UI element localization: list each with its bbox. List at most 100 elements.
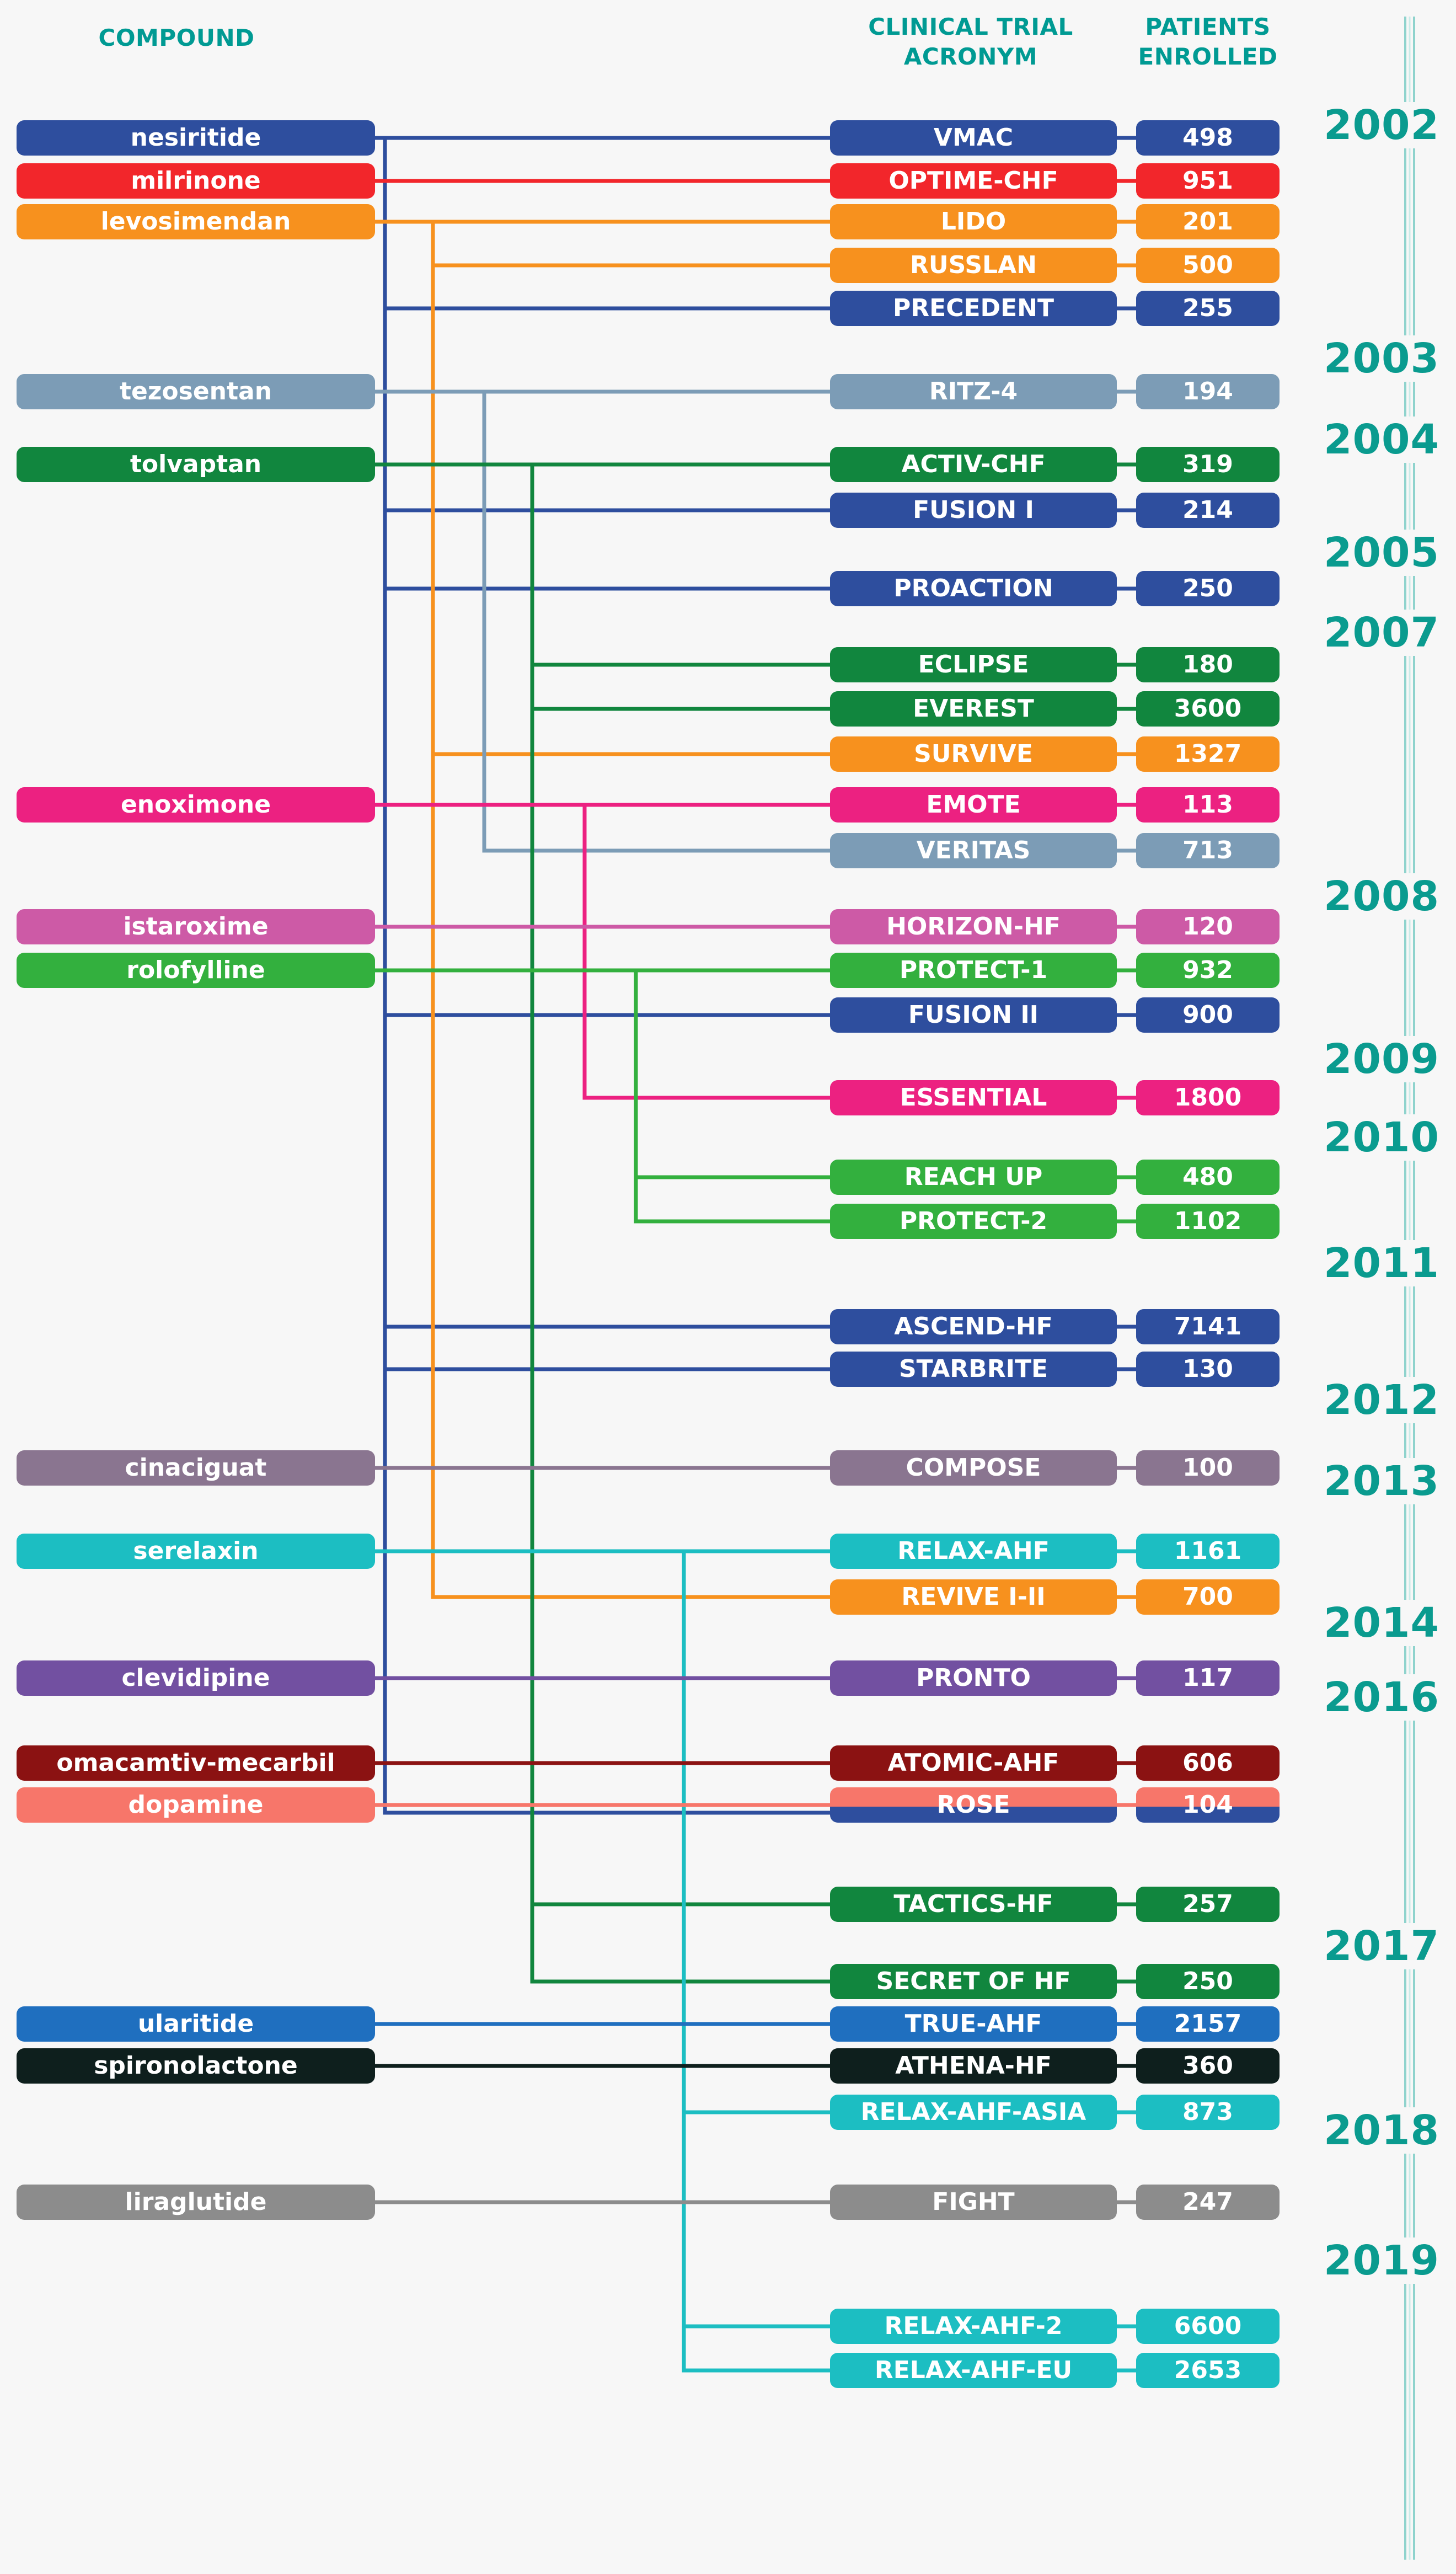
compound-label: dopamine [128, 1791, 264, 1819]
trial-acronym: ROSE [936, 1791, 1010, 1819]
patients-enrolled: 700 [1136, 1579, 1280, 1615]
patients-count: 130 [1182, 1355, 1233, 1383]
patients-count: 2157 [1174, 2010, 1242, 2038]
compound-enoximone: enoximone [17, 787, 375, 823]
patients-enrolled: 100 [1136, 1450, 1280, 1486]
compound-omacamtiv: omacamtiv-mecarbil [17, 1745, 375, 1781]
compound-label: spironolactone [94, 2052, 298, 2080]
compound-tolvaptan: tolvaptan [17, 447, 375, 482]
patients-count: 932 [1182, 956, 1233, 984]
trial-acronym: COMPOSE [906, 1454, 1041, 1482]
patients-enrolled: 250 [1136, 1964, 1280, 1999]
patients-count: 250 [1182, 574, 1233, 602]
trial-acronym: RUSSLAN [910, 251, 1037, 279]
patients-enrolled: 900 [1136, 997, 1280, 1033]
header-trial-acronym: CLINICAL TRIAL ACRONYM [827, 12, 1114, 72]
trial-protect-1: PROTECT-1 [830, 953, 1117, 988]
trial-acronym: VMAC [933, 124, 1014, 152]
trial-acronym: SURVIVE [914, 740, 1033, 768]
compound-levosimendan: levosimendan [17, 204, 375, 239]
patients-enrolled: 606 [1136, 1745, 1280, 1781]
compound-label: levosimendan [100, 207, 291, 236]
trial-acronym: HORIZON-HF [886, 912, 1061, 941]
patients-count: 201 [1182, 207, 1233, 236]
patients-enrolled: 1102 [1136, 1204, 1280, 1239]
trial-everest: EVEREST [830, 691, 1117, 727]
trial-emote: EMOTE [830, 787, 1117, 823]
compound-spironolactone: spironolactone [17, 2048, 375, 2084]
patients-enrolled: 932 [1136, 953, 1280, 988]
year-2014: 2014 [1321, 1600, 1442, 1646]
header-compound: COMPOUND [39, 23, 314, 53]
trial-pronto: PRONTO [830, 1660, 1117, 1696]
compound-clevidipine: clevidipine [17, 1660, 375, 1696]
header-patients-line1: PATIENTS [1145, 13, 1271, 40]
trial-acronym: LIDO [940, 207, 1007, 236]
trial-acronym: TRUE-AHF [904, 2010, 1042, 2038]
patients-count: 180 [1182, 650, 1233, 679]
patients-enrolled: 873 [1136, 2095, 1280, 2130]
patients-enrolled: 257 [1136, 1887, 1280, 1922]
compound-cinaciguat: cinaciguat [17, 1450, 375, 1486]
year-2012: 2012 [1321, 1377, 1442, 1423]
header-patients-enrolled: PATIENTS ENROLLED [1125, 12, 1291, 72]
patients-enrolled: 2653 [1136, 2353, 1280, 2388]
trial-protect-2: PROTECT-2 [830, 1204, 1117, 1239]
patients-count: 319 [1182, 450, 1233, 478]
patients-count: 1800 [1174, 1083, 1242, 1112]
compound-label: liraglutide [125, 2188, 267, 2216]
trial-relax-ahf: RELAX-AHF [830, 1534, 1117, 1569]
patients-count: 214 [1182, 496, 1233, 524]
trial-survive: SURVIVE [830, 736, 1117, 772]
patients-count: 120 [1182, 912, 1233, 941]
trial-acronym: REACH UP [904, 1163, 1043, 1191]
trial-acronym: FIGHT [932, 2188, 1015, 2216]
year-2003: 2003 [1321, 335, 1442, 382]
patients-count: 100 [1182, 1454, 1233, 1482]
patients-enrolled: 117 [1136, 1660, 1280, 1696]
compound-dopamine: dopamine [17, 1787, 375, 1823]
trial-acronym: VERITAS [916, 836, 1031, 864]
trial-acronym: RELAX-AHF-2 [884, 2312, 1063, 2340]
year-2002: 2002 [1321, 102, 1442, 148]
trial-fusion-ii: FUSION II [830, 997, 1117, 1033]
year-2013: 2013 [1321, 1458, 1442, 1504]
patients-enrolled: 498 [1136, 120, 1280, 156]
patients-enrolled: 480 [1136, 1160, 1280, 1195]
patients-count: 1161 [1174, 1537, 1242, 1565]
trial-athena-hf: ATHENA-HF [830, 2048, 1117, 2084]
patients-count: 1327 [1174, 740, 1242, 768]
year-2010: 2010 [1321, 1114, 1442, 1161]
header-trial-line2: ACRONYM [903, 43, 1038, 70]
year-2007: 2007 [1321, 610, 1442, 656]
patients-enrolled: 1800 [1136, 1080, 1280, 1115]
patients-enrolled: 1327 [1136, 736, 1280, 772]
compound-rolofylline: rolofylline [17, 953, 375, 988]
trial-relax-ahf-asia: RELAX-AHF-ASIA [830, 2095, 1117, 2130]
trial-relax-ahf-eu: RELAX-AHF-EU [830, 2353, 1117, 2388]
trial-acronym: PRECEDENT [893, 294, 1054, 322]
trial-acronym: PROTECT-1 [899, 956, 1048, 984]
header-trial-line1: CLINICAL TRIAL [868, 13, 1073, 40]
compound-label: omacamtiv-mecarbil [56, 1749, 335, 1777]
trial-acronym: RELAX-AHF-EU [874, 2356, 1073, 2384]
trial-acronym: RITZ-4 [929, 377, 1018, 405]
trial-acronym: FUSION I [913, 496, 1034, 524]
header-patients-line2: ENROLLED [1138, 43, 1278, 70]
patients-count: 700 [1182, 1583, 1233, 1611]
patients-enrolled: 3600 [1136, 691, 1280, 727]
trial-acronym: SECRET OF HF [876, 1967, 1071, 1995]
trial-vmac: VMAC [830, 120, 1117, 156]
year-2017: 2017 [1321, 1923, 1442, 1969]
trial-acronym: RELAX-AHF [897, 1537, 1050, 1565]
patients-count: 360 [1182, 2052, 1233, 2080]
patients-count: 951 [1182, 167, 1233, 195]
patients-count: 480 [1182, 1163, 1233, 1191]
patients-enrolled: 500 [1136, 248, 1280, 283]
patients-count: 498 [1182, 124, 1233, 152]
patients-count: 104 [1182, 1791, 1233, 1819]
trial-acronym: ATHENA-HF [895, 2052, 1052, 2080]
patients-enrolled: 120 [1136, 909, 1280, 944]
trial-proaction: PROACTION [830, 571, 1117, 606]
